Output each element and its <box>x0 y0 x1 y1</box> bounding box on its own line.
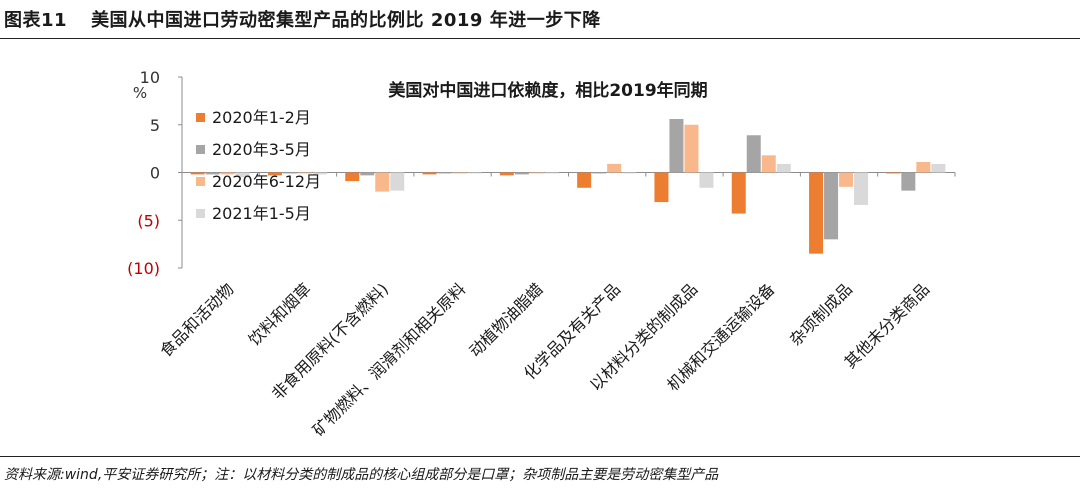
chart-title: 美国对中国进口依赖度，相比2019年同期 <box>388 80 707 101</box>
x-category-label: 饮料和烟草 <box>245 279 315 349</box>
bar <box>312 172 327 175</box>
legend-swatch <box>196 113 205 122</box>
bar <box>529 172 544 174</box>
x-category-label: 杂项制成品 <box>786 279 856 349</box>
bar <box>761 155 776 173</box>
bar <box>452 172 467 174</box>
y-tick-label: 0 <box>150 164 160 183</box>
bar <box>514 172 529 175</box>
figure-caption: 美国从中国进口劳动密集型产品的比例比 2019 年进一步下降 <box>91 10 601 31</box>
bar <box>684 124 699 173</box>
bar <box>809 172 824 254</box>
bar <box>886 172 901 174</box>
bar <box>746 135 761 173</box>
figure-number: 图表11 <box>4 10 68 31</box>
bar <box>422 172 437 175</box>
bar <box>220 172 235 175</box>
legend-label: 2020年6-12月 <box>212 172 321 191</box>
header-rule <box>0 38 1080 39</box>
bar <box>731 172 746 214</box>
bar <box>824 172 839 240</box>
legend-label: 2020年1-2月 <box>212 108 311 127</box>
source-note: 资料来源:wind,平安证券研究所；注：以材料分类的制成品的核心组成部分是口罩；… <box>4 467 719 483</box>
bar <box>854 172 869 205</box>
bar <box>839 172 854 187</box>
bar <box>916 161 931 173</box>
legend-swatch <box>196 177 205 186</box>
bar <box>345 172 360 182</box>
bar <box>669 119 684 173</box>
legend-label: 2021年1-5月 <box>212 204 311 223</box>
figure-title: 图表11 美国从中国进口劳动密集型产品的比例比 2019 年进一步下降 <box>4 6 601 32</box>
bar <box>360 172 375 176</box>
y-tick-label: (10) <box>127 259 160 278</box>
legend-label: 2020年3-5月 <box>212 140 311 159</box>
bar <box>901 172 916 191</box>
bar <box>390 172 405 191</box>
bar <box>297 172 312 174</box>
x-category-label: 动植物油脂蜡 <box>465 279 546 360</box>
bar <box>205 172 220 175</box>
figure-header: 图表11 美国从中国进口劳动密集型产品的比例比 2019 年进一步下降 <box>0 0 1080 40</box>
y-tick-label: 5 <box>150 116 160 135</box>
bar-chart: 美国对中国进口依赖度，相比2019年同期 % 10 5 0 (5) (10) 食品和活动… <box>127 68 956 440</box>
bar <box>499 172 514 176</box>
y-tick-label: (5) <box>137 211 160 230</box>
bar <box>437 172 452 174</box>
bar <box>282 172 297 174</box>
bar <box>190 172 205 175</box>
bar <box>654 172 669 203</box>
bar <box>607 163 622 173</box>
bar <box>931 163 946 173</box>
legend-swatch <box>196 145 205 154</box>
bar <box>267 172 282 176</box>
x-category-label: 矿物燃料、润滑剂和相关原料 <box>309 279 470 440</box>
x-category-label: 食品和活动物 <box>156 279 237 360</box>
y-axis-unit: % <box>133 84 147 102</box>
legend-swatch <box>196 209 205 218</box>
bar <box>235 172 250 178</box>
bar <box>622 172 637 174</box>
y-tick-label: 10 <box>140 68 160 87</box>
bar <box>776 163 791 173</box>
bar <box>467 172 482 174</box>
bar <box>375 172 390 192</box>
bar <box>592 172 607 174</box>
footer-rule <box>0 456 1080 457</box>
bar <box>577 172 592 188</box>
bar <box>699 172 714 188</box>
bar <box>544 172 559 174</box>
